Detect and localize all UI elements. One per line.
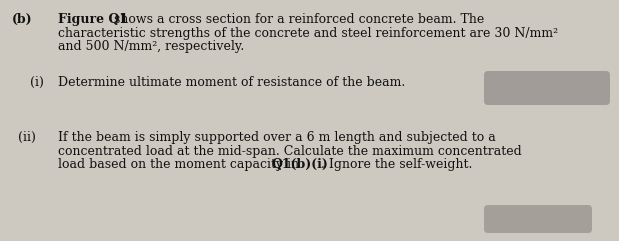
Text: Determine ultimate moment of resistance of the beam.: Determine ultimate moment of resistance … [58, 76, 405, 89]
Text: (b): (b) [12, 13, 33, 26]
Text: load based on the moment capacity in: load based on the moment capacity in [58, 158, 303, 171]
FancyBboxPatch shape [484, 205, 592, 233]
Text: and 500 N/mm², respectively.: and 500 N/mm², respectively. [58, 40, 245, 53]
Text: shows a cross section for a reinforced concrete beam. The: shows a cross section for a reinforced c… [110, 13, 484, 26]
Text: Q1(b)(i): Q1(b)(i) [271, 158, 328, 171]
Text: (i): (i) [30, 76, 44, 89]
Text: characteristic strengths of the concrete and steel reinforcement are 30 N/mm²: characteristic strengths of the concrete… [58, 27, 558, 40]
Text: Figure Q1: Figure Q1 [58, 13, 128, 26]
Text: . Ignore the self-weight.: . Ignore the self-weight. [321, 158, 472, 171]
FancyBboxPatch shape [484, 71, 610, 105]
Text: (ii): (ii) [18, 131, 36, 144]
Text: concentrated load at the mid-span. Calculate the maximum concentrated: concentrated load at the mid-span. Calcu… [58, 145, 522, 158]
Text: If the beam is simply supported over a 6 m length and subjected to a: If the beam is simply supported over a 6… [58, 131, 496, 144]
